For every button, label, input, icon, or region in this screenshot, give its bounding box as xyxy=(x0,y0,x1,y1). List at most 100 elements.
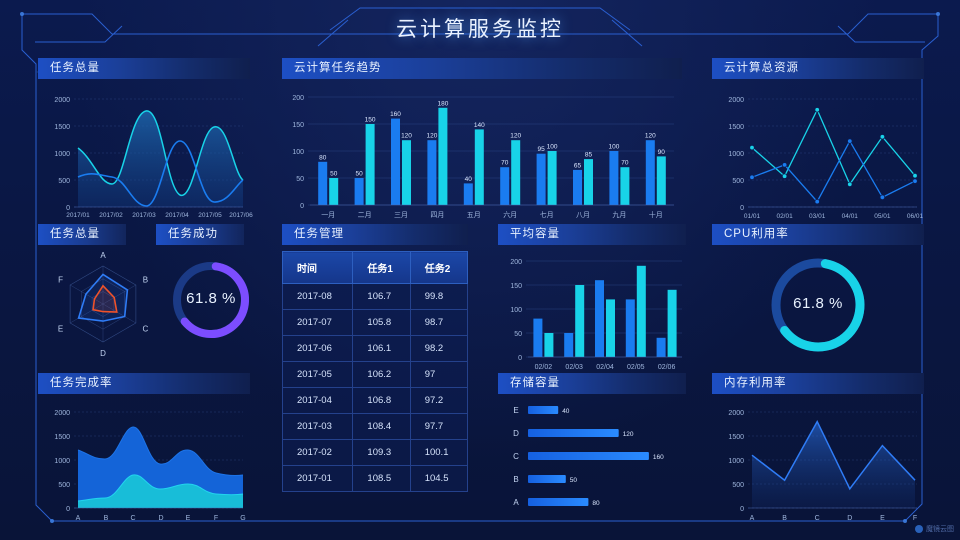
bar-value-label: 65 xyxy=(574,162,582,169)
x-label-02/06: 02/06 xyxy=(658,364,676,371)
panel-title-task-trend: 云计算任务趋势 xyxy=(282,58,682,79)
bar-value-label: 120 xyxy=(426,133,437,140)
svg-text:1000: 1000 xyxy=(54,151,70,158)
bar-value-label: 120 xyxy=(401,133,412,140)
chart-task-trend: 200 150 100 50 0 80 50 50 150 160 120 120 180 40… xyxy=(282,79,682,221)
svg-text:2017/04: 2017/04 xyxy=(165,212,189,219)
y-axis-labels: 200 150 100 50 0 xyxy=(510,259,522,362)
svg-text:2017/06: 2017/06 xyxy=(229,212,253,219)
table-row[interactable]: 2017-05 106.2 97 xyxy=(281,361,469,388)
table-body: 2017-08 106.7 99.8 2017-07 105.8 98.7 2017-06 1… xyxy=(281,283,469,492)
radar-series-group xyxy=(77,273,129,322)
radar-series-orange xyxy=(92,284,118,313)
x-axis-labels: 02/02 02/03 02/04 02/05 02/06 xyxy=(535,364,676,371)
panel-task-total-area: 任务总量 2000 1500 1000 500 0 xyxy=(38,58,253,219)
bar-value-label: 70 xyxy=(501,160,509,167)
bar-series-blue-五月 xyxy=(463,183,473,205)
table-row[interactable]: 2017-03 108.4 97.7 xyxy=(281,413,469,440)
table-cell-1-2: 98.7 xyxy=(409,309,469,336)
radar-axis-B xyxy=(102,284,137,305)
table-row[interactable]: 2017-01 108.5 104.5 xyxy=(281,465,469,492)
svg-text:1500: 1500 xyxy=(54,434,70,441)
chart-avg-capacity: 200 150 100 50 0 02/02 02/03 02/04 02/05 02/… xyxy=(498,245,686,373)
bar-series-cyan-02/04 xyxy=(606,299,615,357)
bar-series-blue-二月 xyxy=(354,178,364,205)
x-label-02/05: 02/05 xyxy=(627,364,645,371)
marker-series-cyan xyxy=(847,181,853,187)
table-cell-5-2: 97.7 xyxy=(409,413,469,440)
x-label-十月: 十月 xyxy=(649,210,663,219)
bar-series-cyan-八月 xyxy=(584,159,593,205)
bar-series-blue-九月 xyxy=(609,151,619,205)
table-cell-6-0: 2017-02 xyxy=(281,439,354,466)
radar-series-blue xyxy=(77,273,129,322)
table-row[interactable]: 2017-02 109.3 100.1 xyxy=(281,439,469,466)
bar-series-cyan-02/03 xyxy=(575,285,585,357)
bar-value-label: 70 xyxy=(621,160,629,167)
radar-label-C: C xyxy=(143,325,149,334)
bar-series-cyan-四月 xyxy=(438,107,448,205)
bar-series-group xyxy=(528,265,682,358)
marker-series-cyan xyxy=(781,173,788,179)
bar-value-label: 80 xyxy=(319,154,327,161)
bar-series-cyan-五月 xyxy=(474,129,484,205)
chart-task-success: 61.8 % xyxy=(156,248,266,358)
panel-title-task-total-radar: 任务总量 xyxy=(38,224,126,245)
x-label-03/01: 03/01 xyxy=(809,213,826,220)
marker-series-blue xyxy=(847,138,853,144)
watermark-logo-icon xyxy=(915,525,923,533)
radar-label-E: E xyxy=(58,325,63,334)
bar-B xyxy=(528,475,566,483)
svg-text:G: G xyxy=(240,515,245,522)
bar-value-C: 160 xyxy=(653,454,664,461)
y-axis-labels: 2000 1500 1000 500 0 xyxy=(728,97,744,212)
panel-task-success: 任务成功 xyxy=(156,224,244,245)
bar-D xyxy=(528,429,619,437)
panel-title-memory-usage: 内存利用率 xyxy=(712,373,924,394)
svg-text:A: A xyxy=(76,515,81,522)
area-series-cyan xyxy=(78,474,243,508)
table-row[interactable]: 2017-06 106.1 98.2 xyxy=(281,335,469,362)
y-axis-labels: 2000 1500 1000 500 0 xyxy=(54,97,70,212)
line-series-cyan xyxy=(751,108,916,186)
table-row[interactable]: 2017-07 105.8 98.7 xyxy=(281,309,469,336)
bar-series-blue-三月 xyxy=(391,118,400,205)
x-label-02/01: 02/01 xyxy=(776,213,793,220)
bar-series-cyan-二月 xyxy=(365,124,375,205)
bar-value-label: 40 xyxy=(465,176,473,183)
gridlines xyxy=(748,98,917,208)
marker-series-cyan xyxy=(879,134,886,140)
panel-total-resource: 云计算总资源 2000 1500 1000 500 0 01/01 02/01 03… xyxy=(712,58,924,221)
bar-value-label: 100 xyxy=(608,144,619,151)
svg-text:B: B xyxy=(104,515,109,522)
bar-label-D: D xyxy=(513,429,519,438)
bar-series-blue-一月 xyxy=(318,161,328,205)
bar-value-label: 120 xyxy=(510,133,521,140)
svg-text:F: F xyxy=(214,515,218,522)
svg-text:2000: 2000 xyxy=(728,97,744,104)
dashboard-header: 云计算服务监控 xyxy=(0,0,960,50)
x-label-三月: 三月 xyxy=(394,211,408,219)
svg-text:500: 500 xyxy=(732,178,744,185)
table-cell-5-0: 2017-03 xyxy=(281,413,354,440)
line-series-cyan xyxy=(77,110,244,196)
line-series-blue xyxy=(751,139,916,203)
bar-series-cyan-02/05 xyxy=(636,265,646,357)
table-cell-3-0: 2017-05 xyxy=(281,361,354,388)
x-axis-labels: A B C D E F xyxy=(750,515,917,522)
bar-label-B: B xyxy=(513,475,518,484)
table-cell-3-1: 106.2 xyxy=(352,361,411,388)
x-axis-labels: 一月 二月 三月 四月 五月 六月 七月 八月 九月 十月 xyxy=(321,210,663,219)
marker-series-blue xyxy=(781,162,788,168)
table-row[interactable]: 2017-08 106.7 99.8 xyxy=(281,283,469,310)
cpu-usage-value: 61.8 % xyxy=(793,295,843,312)
x-label-04/01: 04/01 xyxy=(842,213,859,220)
table-task-manage[interactable]: 时间 任务1 任务2 2017-08 106.7 99.8 2017-07 105.8 98.… xyxy=(281,245,469,492)
bar-value-label: 95 xyxy=(537,146,545,153)
table-row[interactable]: 2017-04 106.8 97.2 xyxy=(281,387,469,414)
y-axis-labels: 200 150 100 50 0 xyxy=(292,95,304,210)
radar-axis-labels: A B C D E F xyxy=(58,251,149,358)
panel-title-cpu-usage: CPU利用率 xyxy=(712,224,924,245)
bar-series-blue-02/04 xyxy=(595,280,604,357)
